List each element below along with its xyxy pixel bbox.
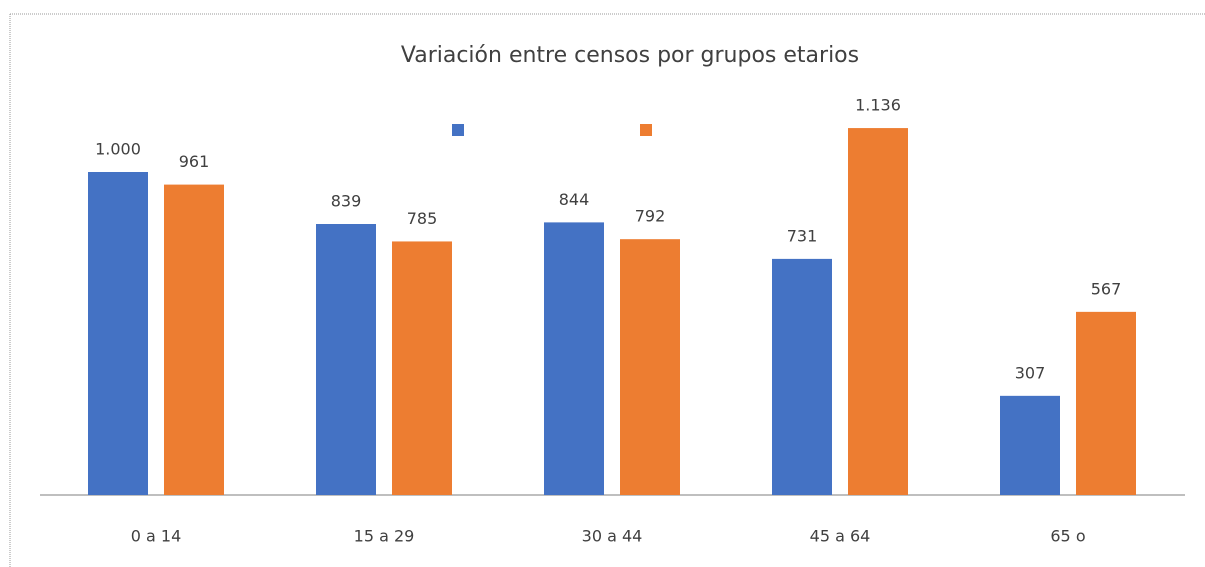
legend-marker [640, 124, 652, 136]
x-tick-label: 65 o [1050, 527, 1085, 546]
x-tick-label: 0 a 14 [131, 527, 182, 546]
data-label: 1.000 [95, 140, 141, 159]
chart-title: Variación entre censos por grupos etario… [401, 43, 859, 68]
x-tick-label: 30 a 44 [582, 527, 643, 546]
x-tick-label: 45 a 64 [810, 527, 871, 546]
x-tick-label: 15 a 29 [354, 527, 415, 546]
bar [772, 258, 832, 495]
bar [620, 239, 680, 495]
data-label: 961 [179, 152, 210, 171]
bar [316, 224, 376, 496]
data-label: 844 [559, 190, 590, 209]
legend-marker [452, 124, 464, 136]
bar [1000, 395, 1060, 495]
data-label: 567 [1091, 279, 1122, 298]
data-label: 307 [1015, 363, 1046, 382]
data-label: 1.136 [855, 96, 901, 115]
data-label: 731 [787, 226, 818, 245]
data-label: 839 [331, 192, 362, 211]
bar [848, 128, 908, 495]
data-label: 792 [635, 207, 666, 226]
bar [392, 241, 452, 495]
bar [164, 184, 224, 496]
bar [544, 222, 604, 495]
bar [1076, 311, 1136, 495]
data-label: 785 [407, 209, 438, 228]
bar [88, 172, 148, 495]
